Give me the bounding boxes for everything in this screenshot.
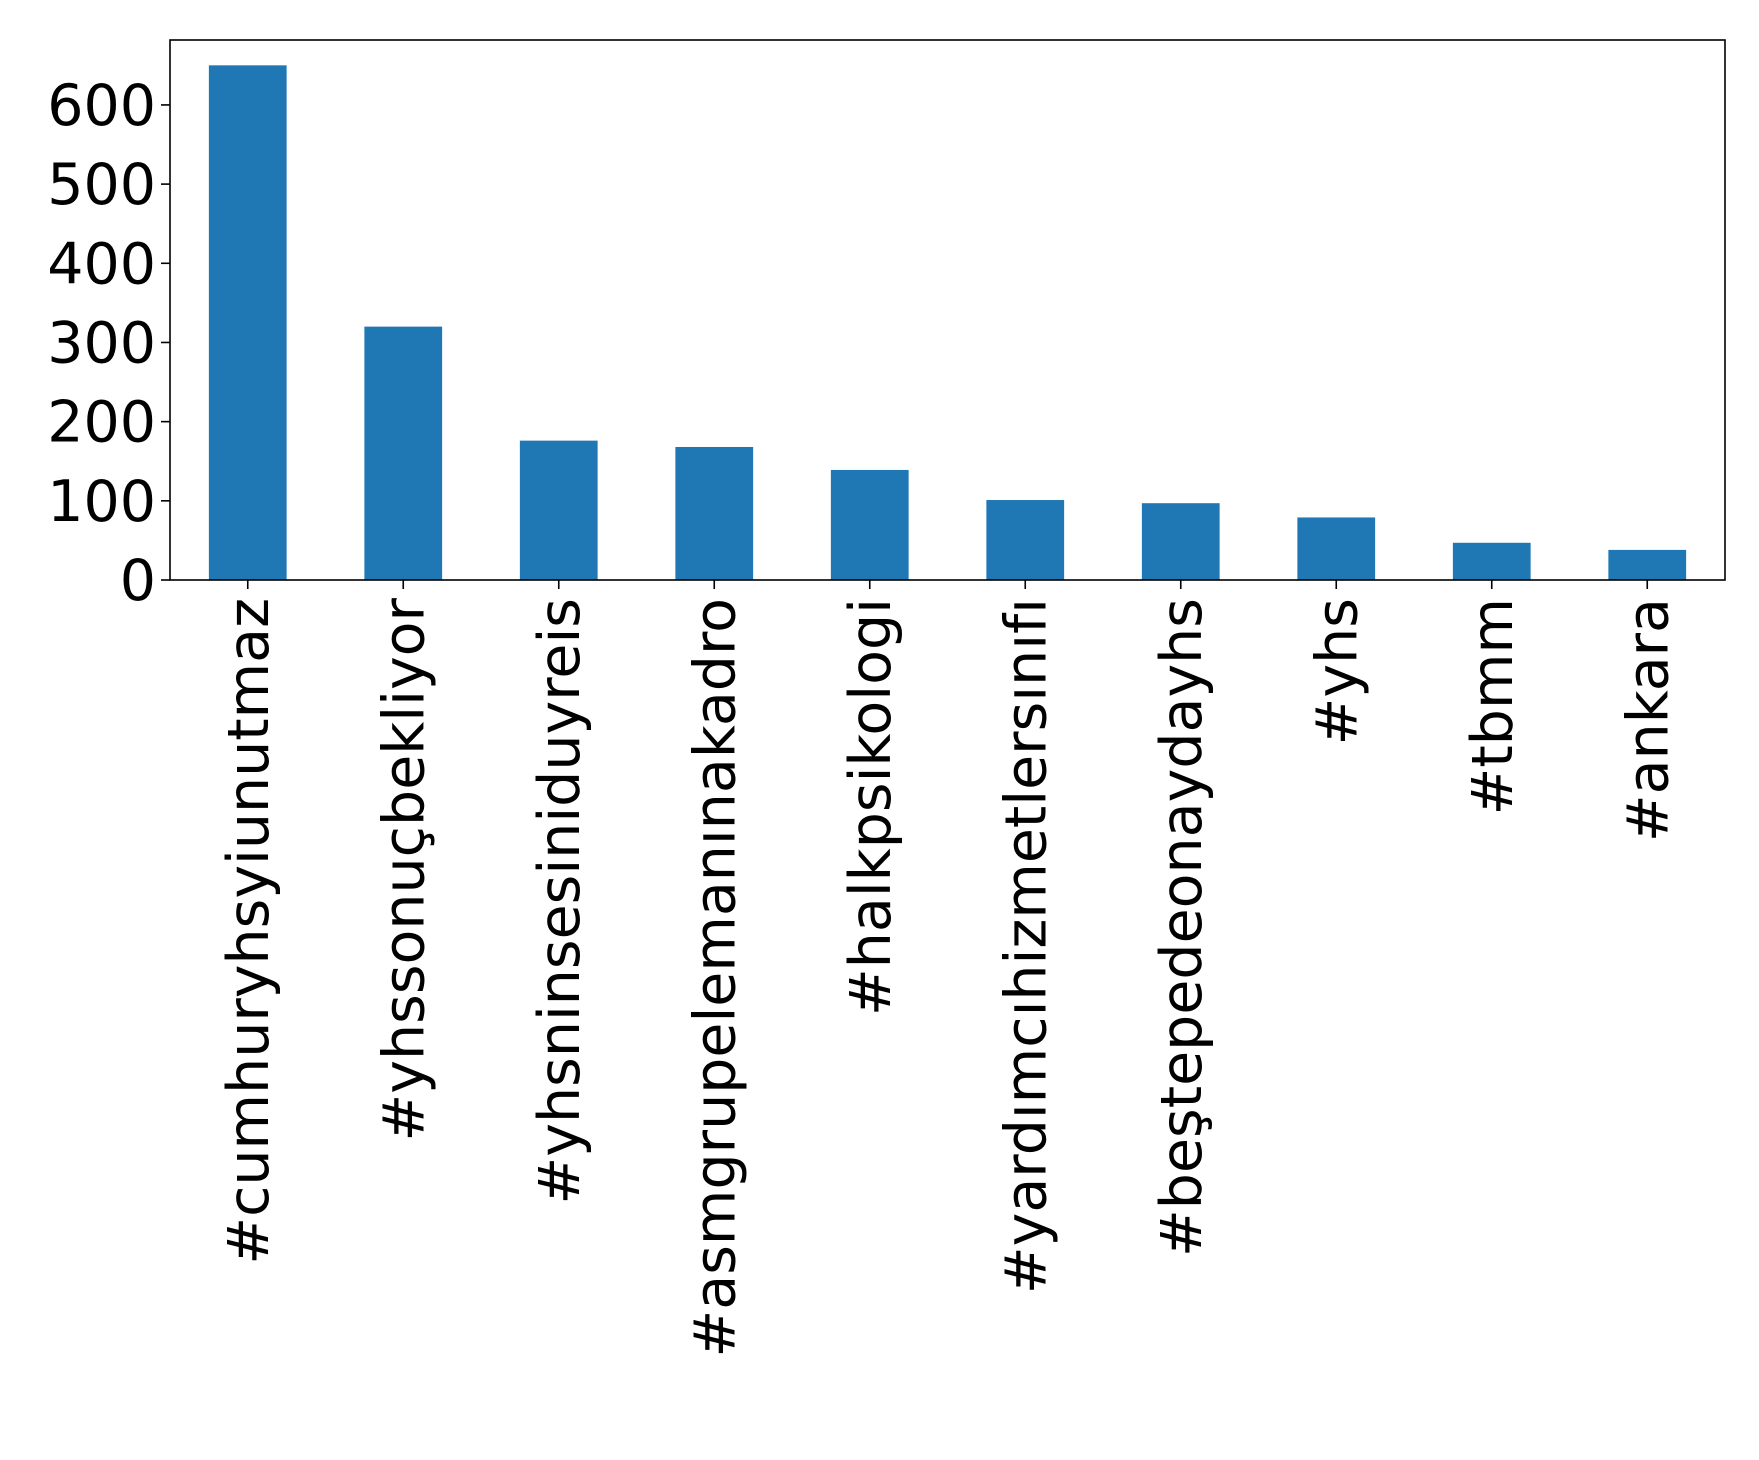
x-axis: #cumhuryhsyiunutmaz #yhssonuçbekliyor #yhs… — [216, 580, 1681, 1357]
bar-yhsninsesiniduyreis — [519, 440, 598, 580]
bar-yhssonucbekliyor — [364, 326, 443, 580]
x-tick-label: #yhsninsesiniduyreis — [527, 598, 593, 1205]
plot-frame — [169, 39, 1726, 581]
x-tick-label: #yhs — [1304, 598, 1370, 745]
y-tick-label: 400 — [47, 231, 156, 297]
y-tick-label: 500 — [47, 152, 156, 218]
x-tick-label: #halkpsikologi — [838, 598, 904, 1016]
y-tick-label: 300 — [47, 310, 156, 376]
bar-ankara — [1608, 549, 1687, 580]
y-axis: 0 100 200 300 400 500 600 — [47, 73, 170, 614]
x-tick-label: #cumhuryhsyiunutmaz — [216, 598, 282, 1265]
x-tick-label: #asmgrupelemanınakadro — [682, 598, 748, 1357]
y-tick-label: 100 — [47, 469, 156, 535]
x-tick-label: #ankara — [1615, 598, 1681, 842]
bar-yardimcihizmetlersinifi — [986, 500, 1065, 580]
x-tick-label: #yhssonuçbekliyor — [371, 597, 437, 1141]
y-tick-label: 0 — [120, 548, 156, 614]
bar-bestepedeonaydayhs — [1141, 503, 1220, 580]
y-tick-label: 200 — [47, 390, 156, 456]
bar-cumhuryhsyiunutmaz — [208, 65, 287, 581]
bar-asmgrupelemaninakadro — [675, 446, 754, 580]
x-tick-label: #tbmm — [1460, 598, 1526, 815]
x-tick-label: #yardımcıhizmetlersınıfı — [993, 598, 1059, 1294]
bar-yhs — [1297, 517, 1376, 580]
y-tick-label: 600 — [47, 73, 156, 139]
bar-tbmm — [1452, 542, 1531, 580]
x-tick-label: #beştepedeonaydayhs — [1149, 598, 1215, 1257]
bars-layer — [208, 65, 1687, 581]
bar-halkpsikologi — [830, 469, 909, 580]
